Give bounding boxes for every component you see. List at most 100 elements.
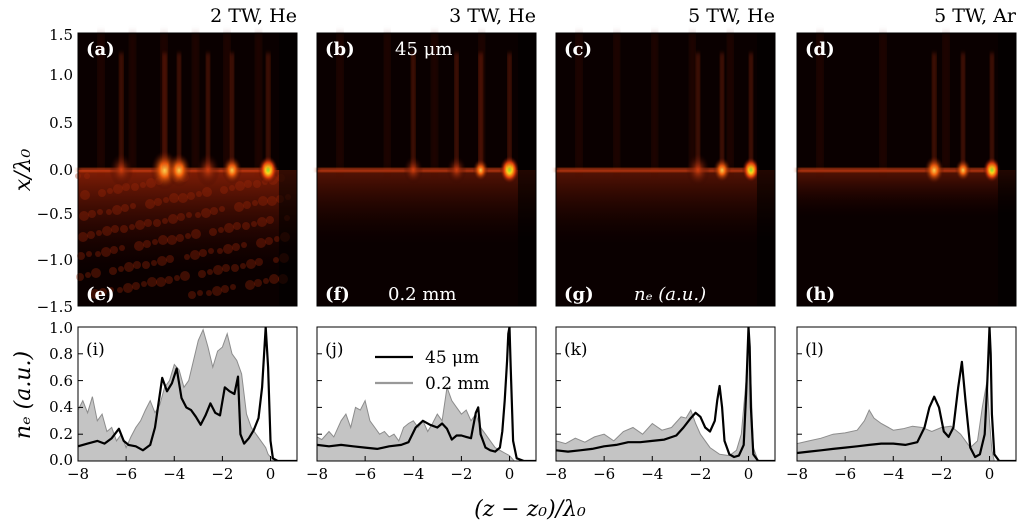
x-axis-label: (z − z₀)/λ₀: [474, 497, 586, 522]
spot-filament: [748, 53, 753, 170]
filament-streak: [431, 33, 438, 170]
x-tick-label: −6: [593, 465, 615, 483]
line-y-axis-label: nₑ (a.u.): [11, 351, 36, 439]
panel-label-e: (e): [86, 284, 115, 305]
panel-label-g: (g): [564, 284, 594, 305]
map-ytick: −1.0: [37, 251, 73, 269]
filament-streak: [337, 33, 343, 170]
noise-speckle: [140, 182, 146, 188]
noise-speckle: [240, 263, 246, 269]
panel-label-c: (c): [564, 39, 592, 60]
noise-speckle: [119, 245, 125, 251]
panel-label-i: (i): [86, 340, 105, 360]
panel-label-k: (k): [564, 340, 588, 360]
noise-speckle: [218, 227, 224, 233]
line-ytick: 0.2: [49, 425, 73, 443]
x-tick-label: −2: [450, 465, 472, 483]
spot-filament: [695, 53, 700, 170]
line-panel-frame: [555, 326, 776, 462]
map-panels: [75, 32, 1017, 307]
noise-speckle: [212, 286, 222, 296]
panel-label-f: (f): [325, 284, 350, 305]
map-title-a: 2 TW, He: [210, 5, 297, 27]
noise-speckle: [243, 201, 251, 209]
spot-filament: [932, 53, 937, 170]
spot-filament: [720, 53, 725, 170]
x-tick-label: −8: [67, 465, 89, 483]
colormap-frame: [77, 32, 298, 307]
noise-speckle: [157, 256, 167, 266]
noise-speckle: [258, 196, 268, 206]
noise-speckle: [167, 235, 177, 245]
line-panel: −8 −6 −4 −2 0: [306, 326, 537, 483]
lower-half-glow: [78, 170, 297, 272]
noise-speckle: [118, 266, 124, 272]
spot-filament: [961, 53, 966, 170]
noise-speckle: [188, 291, 196, 299]
filament-streak: [224, 33, 230, 170]
noise-speckle: [101, 247, 111, 257]
noise-speckle: [112, 205, 122, 215]
line-panel: −8 −6 −4 −2 0: [545, 326, 776, 483]
map-ytick: 0.5: [49, 114, 73, 132]
filament-streak: [651, 33, 658, 170]
noise-speckle: [124, 262, 134, 272]
noise-speckle: [117, 287, 123, 293]
noise-speckle: [269, 274, 279, 284]
noise-speckle: [120, 225, 128, 233]
noise-speckle: [110, 246, 118, 254]
legend-label-02mm: 0.2 mm: [425, 374, 490, 394]
noise-speckle: [257, 217, 267, 227]
noise-speckle: [130, 203, 136, 209]
noise-speckle: [186, 212, 192, 218]
noise-speckle: [220, 186, 228, 194]
noise-speckle: [245, 280, 255, 290]
noise-speckle: [123, 283, 133, 293]
filament-streak: [192, 33, 199, 170]
filament-streak: [98, 33, 104, 170]
x-tick-label: −2: [211, 465, 233, 483]
series-0.2mm-area: [78, 328, 297, 461]
noise-speckle: [80, 190, 90, 200]
line-panel-frame: [316, 326, 537, 462]
noise-speckle: [177, 213, 185, 221]
noise-speckle: [195, 212, 201, 218]
dark-region: [756, 33, 775, 306]
x-tick-label: −4: [882, 465, 904, 483]
spot-filament: [230, 53, 235, 170]
noise-speckle: [198, 270, 206, 278]
noise-speckle: [185, 233, 191, 239]
map-ytick: 1.5: [49, 26, 73, 44]
colormap-frame: [555, 32, 776, 307]
x-tick-label: −2: [689, 465, 711, 483]
x-tick-label: 0: [744, 465, 754, 483]
axis-glow: [556, 168, 754, 172]
noise-speckle: [229, 185, 235, 191]
noise-speckle: [102, 226, 112, 236]
noise-speckle: [202, 187, 212, 197]
noise-speckle: [135, 220, 145, 230]
plot-area: [317, 327, 536, 461]
noise-speckle: [88, 210, 96, 218]
spot-filament: [119, 53, 124, 170]
lower-half-glow: [797, 170, 1016, 218]
noise-speckle: [141, 281, 147, 287]
noise-speckle: [210, 207, 218, 215]
noise-speckle: [154, 198, 162, 206]
noise-speckle: [232, 243, 240, 251]
noise-speckle: [221, 285, 229, 293]
series-45um-line: [797, 327, 1016, 461]
noise-speckle: [251, 221, 257, 227]
noise-speckle: [176, 234, 184, 242]
map-ytick: −1.5: [37, 298, 73, 316]
filament-streak: [129, 33, 136, 170]
noise-speckle: [234, 202, 244, 212]
noise-speckle: [208, 248, 214, 254]
series-0.2mm-area: [797, 380, 1016, 461]
spot-filament: [162, 53, 167, 170]
colormap-panel: [316, 32, 537, 307]
x-tick-label: −8: [306, 465, 328, 483]
filament-streak: [576, 33, 582, 170]
line-ytick: 0.0: [49, 451, 73, 469]
noise-speckle: [209, 228, 217, 236]
